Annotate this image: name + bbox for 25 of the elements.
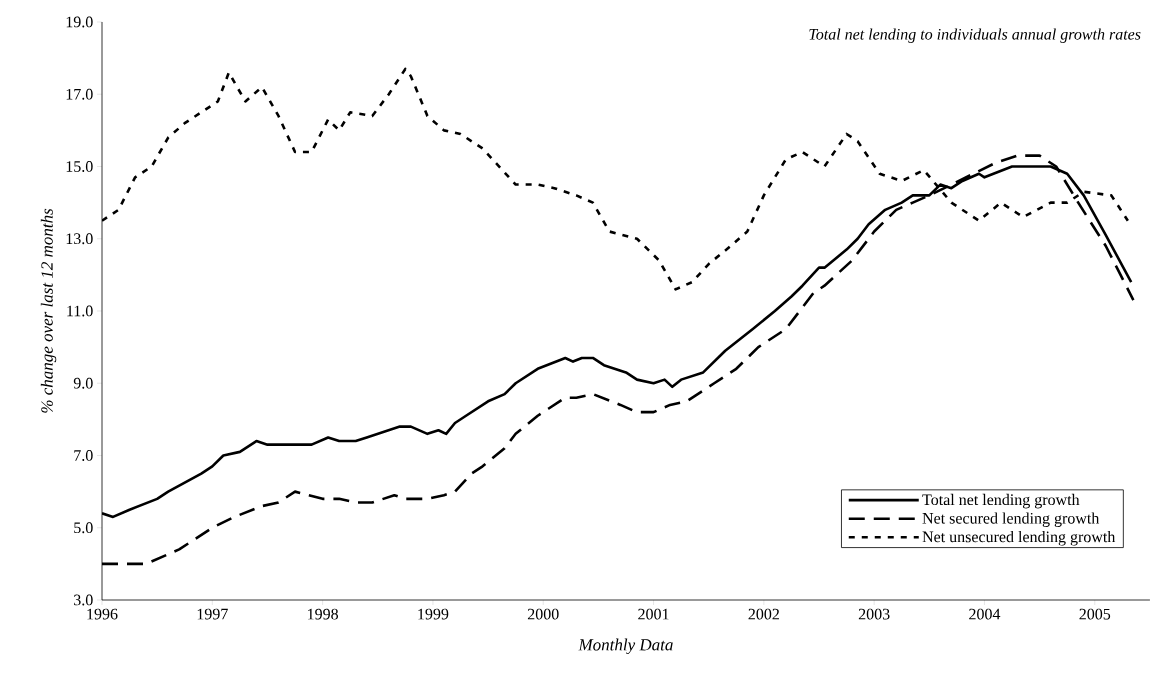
x-tick-label: 1996 <box>87 608 118 620</box>
x-tick-label: 2002 <box>748 608 779 620</box>
chart-title: Total net lending to individuals annual growth rates <box>809 28 1141 43</box>
y-tick-label: 3.0 <box>74 594 93 606</box>
x-tick-label: 1998 <box>308 608 339 620</box>
y-tick-label: 13.0 <box>66 233 93 245</box>
x-tick-label: 2004 <box>969 608 1001 620</box>
legend-label: Total net lending growth <box>922 493 1080 509</box>
legend-label: Net secured lending growth <box>922 512 1100 527</box>
y-tick-label: 17.0 <box>66 88 93 100</box>
x-tick-label: 2001 <box>638 608 669 620</box>
legend-label: Net unsecured lending growth <box>922 530 1116 546</box>
x-tick-label: 2003 <box>858 608 890 620</box>
x-tick-label: 2000 <box>527 608 559 620</box>
y-tick-label: 7.0 <box>74 450 93 461</box>
y-tick-label: 19.0 <box>66 16 93 28</box>
x-tick-label: 1999 <box>418 608 449 620</box>
x-tick-label: 2005 <box>1079 608 1111 620</box>
y-tick-label: 11.0 <box>67 305 93 317</box>
y-axis-title: % change over last 12 months <box>40 208 57 413</box>
y-tick-label: 15.0 <box>66 161 93 172</box>
x-axis-title: Monthly Data <box>578 638 673 655</box>
y-tick-label: 9.0 <box>73 377 93 389</box>
y-tick-label: 5.0 <box>74 522 93 534</box>
x-tick-label: 1997 <box>197 608 228 620</box>
